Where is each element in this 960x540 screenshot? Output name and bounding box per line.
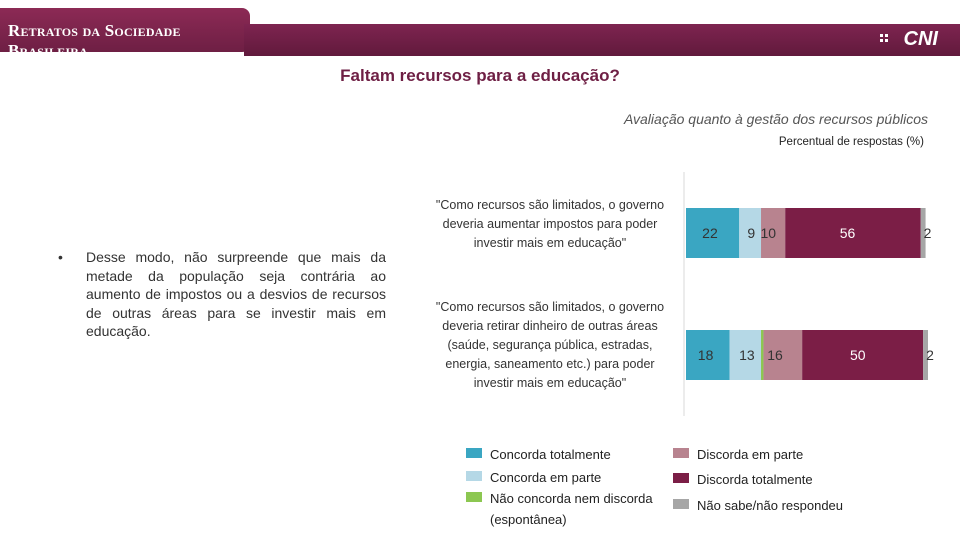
legend-label-6: Não sabe/não respondeu [697,498,844,513]
bar-segment-2-2 [729,330,762,380]
bar-segment-2-5 [802,330,924,380]
data-label-2-1: 18 [698,347,714,363]
legend-label-5: Discorda totalmente [697,472,813,487]
legend-label-2: Concorda em parte [490,470,602,485]
bar-segment-1-1 [686,208,740,258]
bar-segment-1-5 [785,208,921,258]
bar-segment-1-2 [739,208,762,258]
header-banner: Retratos da Sociedade Brasileira CNI [0,8,960,60]
category-label-1: "Como recursos são limitados, o governo … [435,198,665,250]
bar-segment-2-6 [923,330,928,380]
legend-item-4: Discorda em parte [673,444,803,465]
legend-item-1: Concorda totalmente [466,444,611,465]
legend-item-2: Concorda em parte [466,467,601,488]
bar-segment-2-1 [686,330,730,380]
page-title: Faltam recursos para a educação? [340,66,620,85]
banner-title: Retratos da Sociedade Brasileira [8,21,181,60]
cni-logo-icon [880,34,888,42]
bar-segment-2-4 [763,330,803,380]
data-label-2-4: 16 [767,347,783,363]
data-label-1-2: 9 [747,225,755,241]
banner-title-box: Retratos da Sociedade Brasileira [0,8,250,60]
legend-swatch-3 [466,492,482,502]
legend-label-1: Concorda totalmente [490,447,611,462]
legend-label-3: Não concorda nem discorda (espontânea) [490,491,653,527]
bar-segment-2-3 [761,330,764,380]
bullet-text: Desse modo, não surpreende que mais da m… [86,249,386,339]
data-label-2-6: 2 [926,347,934,363]
data-label-1-5: 56 [840,225,856,241]
bullet-icon: • [58,249,63,265]
data-label-2-2: 13 [739,347,755,363]
data-label-1-4: 10 [760,225,776,241]
legend-swatch-1 [466,448,482,458]
category-label-2: "Como recursos são limitados, o governo … [435,300,665,390]
bar-segment-1-4 [761,208,786,258]
data-label-1-1: 22 [702,225,718,241]
legend-swatch-6 [673,499,689,509]
data-label-2-5: 50 [850,347,866,363]
bar-segment-1-6 [920,208,926,258]
legend-item-5: Discorda totalmente [673,469,813,490]
legend-swatch-5 [673,473,689,483]
legend-label-4: Discorda em parte [697,447,804,462]
chart-subtitle: Avaliação quanto à gestão dos recursos p… [623,111,928,127]
legend-swatch-4 [673,448,689,458]
legend-swatch-2 [466,471,482,481]
banner-bar: CNI [244,24,960,56]
legend-item-3: Não concorda nem discorda (espontânea) [466,488,671,530]
legend-item-6: Não sabe/não respondeu [673,495,843,516]
bullet-text-block: • Desse modo, não surpreende que mais da… [58,248,386,341]
cni-logo: CNI [903,28,938,50]
data-label-1-6: 2 [924,225,932,241]
unit-label: Percentual de respostas (%) [778,136,924,148]
